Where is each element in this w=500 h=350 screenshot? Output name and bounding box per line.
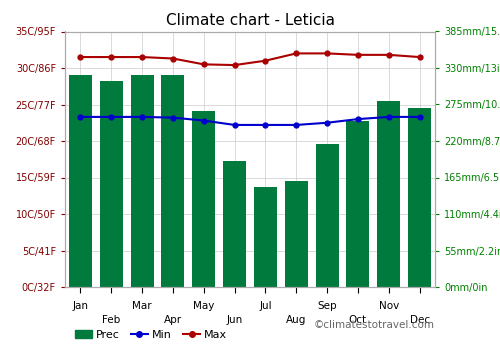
Text: Oct: Oct bbox=[349, 315, 367, 325]
Text: Dec: Dec bbox=[410, 315, 430, 325]
Bar bbox=[69, 75, 92, 287]
Text: Jul: Jul bbox=[259, 301, 272, 311]
Text: Jan: Jan bbox=[72, 301, 88, 311]
Text: Jun: Jun bbox=[226, 315, 242, 325]
Bar bbox=[130, 75, 154, 287]
Text: Apr: Apr bbox=[164, 315, 182, 325]
Bar bbox=[284, 181, 308, 287]
Bar bbox=[100, 81, 123, 287]
Bar bbox=[377, 101, 400, 287]
Bar bbox=[254, 188, 277, 287]
Bar bbox=[223, 161, 246, 287]
Legend: Prec, Min, Max: Prec, Min, Max bbox=[70, 326, 232, 345]
Bar bbox=[346, 121, 370, 287]
Text: Feb: Feb bbox=[102, 315, 120, 325]
Title: Climate chart - Leticia: Climate chart - Leticia bbox=[166, 13, 334, 28]
Text: Mar: Mar bbox=[132, 301, 152, 311]
Text: Aug: Aug bbox=[286, 315, 306, 325]
Text: Nov: Nov bbox=[378, 301, 399, 311]
Bar bbox=[316, 144, 338, 287]
Bar bbox=[408, 108, 431, 287]
Bar bbox=[192, 111, 216, 287]
Text: May: May bbox=[193, 301, 214, 311]
Text: Sep: Sep bbox=[318, 301, 337, 311]
Text: ©climatestotravel.com: ©climatestotravel.com bbox=[314, 320, 435, 330]
Bar bbox=[162, 75, 184, 287]
